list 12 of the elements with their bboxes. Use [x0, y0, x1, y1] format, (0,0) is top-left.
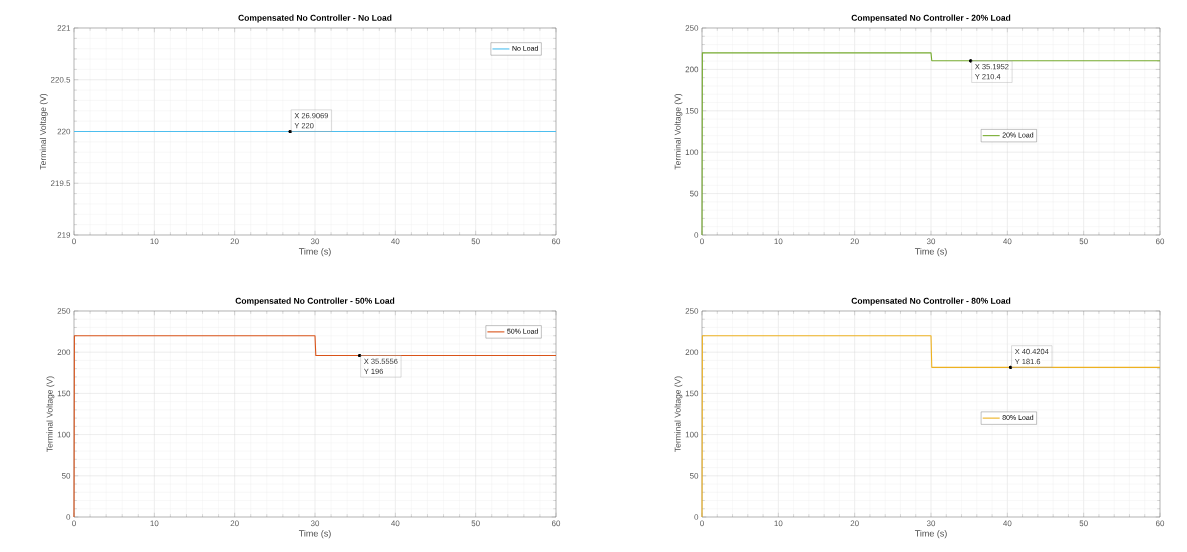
chart-title: Compensated No Controller - 20% Load — [851, 14, 1011, 23]
y-axis-title: Terminal Voltage (V) — [46, 376, 55, 452]
chart-title: Compensated No Controller - 80% Load — [851, 297, 1011, 306]
x-axis-title: Time (s) — [298, 248, 331, 257]
x-axis-title: Time (s) — [914, 530, 947, 539]
y-axis-title: Terminal Voltage (V) — [674, 376, 683, 452]
y-axis-title: Terminal Voltage (V) — [39, 93, 48, 170]
chart-title: Compensated No Controller - No Load — [238, 14, 392, 23]
chart-title: Compensated No Controller - 50% Load — [235, 297, 395, 306]
y-axis-title: Terminal Voltage (V) — [674, 93, 683, 170]
x-axis-title: Time (s) — [914, 248, 947, 257]
x-axis-title: Time (s) — [298, 530, 331, 539]
